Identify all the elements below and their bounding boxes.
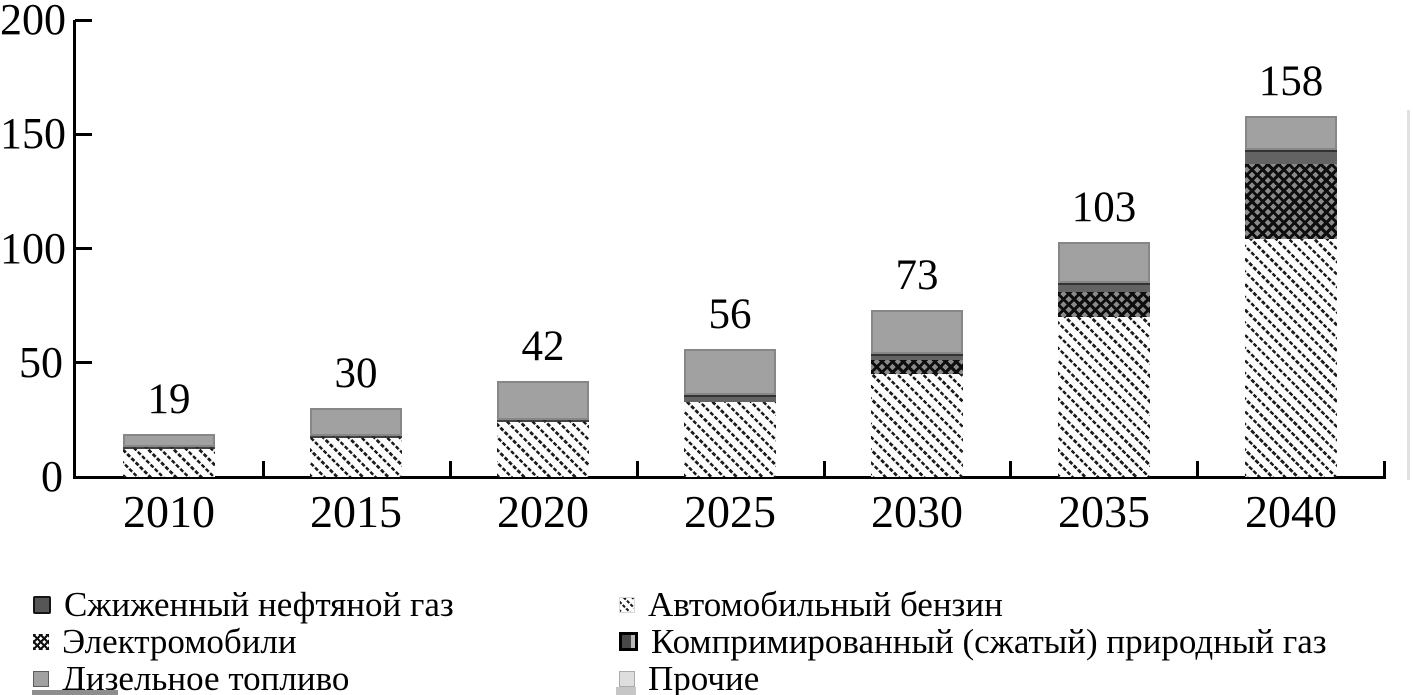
bar-segment-ev-2040: [1245, 163, 1337, 240]
legend-label-gasoline: Автомобильный бензин: [648, 585, 1003, 624]
bar-total-2030: 73: [895, 252, 939, 300]
bar-segment-ev-2035: [1058, 291, 1150, 318]
bar-segment-gasoline-2040: [1245, 239, 1337, 477]
bar-segment-gasoline-2015: [310, 435, 402, 477]
legend-swatch-gasoline-icon: [619, 596, 635, 613]
y-tick-100: [75, 247, 92, 250]
x-tick-1: [449, 461, 452, 477]
legend-swatch-other-icon: [619, 670, 635, 687]
legend-label-cng: Компримированный (сжатый) природный газ: [651, 622, 1327, 661]
cropped-legend-swatch-left: [32, 690, 118, 695]
bar-segment-gasoline-2020: [497, 419, 589, 477]
legend-swatch-diesel-icon: [33, 670, 49, 687]
bar-segment-diesel-2020: [497, 381, 589, 420]
x-tick-4: [1009, 461, 1012, 477]
y-tick-label-50: 50: [19, 337, 63, 387]
x-tick-label-2010: 2010: [123, 486, 215, 537]
x-tick-label-2025: 2025: [684, 486, 776, 537]
bar-total-2020: 42: [521, 323, 565, 371]
legend-label-lpg: Сжиженный нефтяной газ: [64, 585, 454, 624]
x-tick-label-2040: 2040: [1245, 486, 1337, 537]
legend-label-other: Прочие: [648, 659, 760, 695]
legend-swatch-lpg-icon: [33, 595, 51, 614]
legend-column-right: Автомобильный бензин Компримированный (сж…: [619, 586, 1327, 695]
legend-item-ev: Электромобили: [33, 623, 454, 660]
y-tick-label-100: 100: [0, 223, 66, 273]
x-tick-label-2015: 2015: [310, 486, 402, 537]
y-tick-150: [75, 132, 92, 136]
bar-segment-lpg-2025: [684, 394, 776, 402]
bar-total-2015: 30: [334, 350, 378, 398]
bar-segment-diesel-2030: [871, 310, 963, 354]
legend-item-other: Прочие: [619, 660, 1327, 695]
x-tick-label-2020: 2020: [497, 486, 589, 537]
bar-total-2035: 103: [1071, 183, 1137, 231]
cropped-legend-swatch-right: [616, 687, 636, 695]
bar-total-2025: 56: [708, 291, 752, 339]
x-tick-0: [262, 461, 265, 477]
legend-item-cng: Компримированный (сжатый) природный газ: [619, 623, 1327, 660]
legend-item-diesel: Дизельное топливо: [33, 660, 454, 695]
bar-segment-gasoline-2030: [871, 374, 963, 477]
legend-item-gasoline: Автомобильный бензин: [619, 586, 1327, 623]
bar-total-2040: 158: [1258, 57, 1324, 105]
bar-segment-gasoline-2035: [1058, 317, 1150, 477]
x-tick-label-2035: 2035: [1058, 486, 1150, 537]
cropped-bar-right-edge: [1407, 110, 1410, 480]
x-axis-line: [73, 476, 1386, 479]
bar-segment-diesel-2010: [123, 433, 215, 448]
bar-segment-lpg-2030: [871, 353, 963, 361]
legend-column-left: Сжиженный нефтяной газ Электромобили Дизел…: [33, 586, 454, 695]
bar-segment-diesel-2015: [310, 408, 402, 436]
legend-item-lpg: Сжиженный нефтяной газ: [33, 586, 454, 623]
bar-segment-lpg-2035: [1058, 282, 1150, 292]
bar-segment-lpg-2040: [1245, 150, 1337, 164]
legend-swatch-cng-icon: [619, 632, 638, 651]
x-tick-3: [823, 461, 826, 477]
bar-segment-gasoline-2025: [684, 401, 776, 477]
bar-segment-diesel-2035: [1058, 241, 1150, 283]
bar-segment-gasoline-2010: [123, 447, 215, 477]
legend-label-ev: Электромобили: [62, 622, 297, 661]
x-tick-label-2030: 2030: [871, 486, 963, 537]
y-tick-label-200: 200: [0, 0, 66, 44]
y-tick-label-0: 0: [41, 452, 63, 501]
bar-segment-diesel-2025: [684, 349, 776, 395]
legend-label-diesel: Дизельное топливо: [62, 659, 350, 695]
y-tick-label-150: 150: [0, 109, 66, 159]
bar-total-2010: 19: [147, 375, 191, 423]
y-tick-50: [75, 361, 92, 365]
bar-segment-diesel-2040: [1245, 115, 1337, 151]
y-tick-200: [75, 18, 92, 22]
legend-swatch-ev-icon: [33, 633, 49, 650]
y-axis-line: [73, 20, 76, 479]
x-tick-6: [1383, 461, 1386, 477]
x-tick-5: [1196, 461, 1199, 477]
bar-segment-ev-2030: [871, 360, 963, 375]
x-tick-2: [636, 461, 639, 477]
